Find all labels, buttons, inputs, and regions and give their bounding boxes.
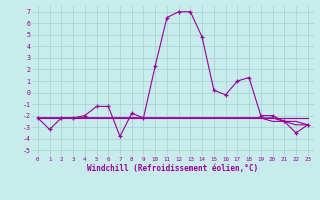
X-axis label: Windchill (Refroidissement éolien,°C): Windchill (Refroidissement éolien,°C) <box>87 164 258 173</box>
